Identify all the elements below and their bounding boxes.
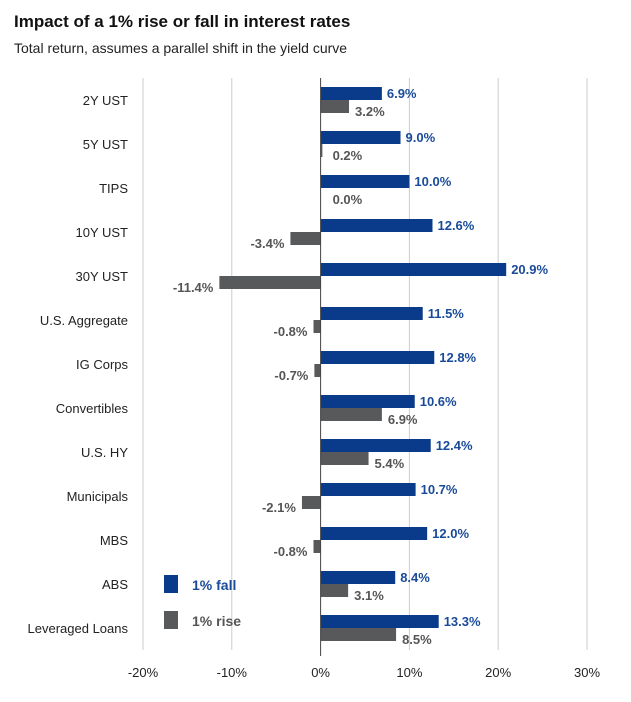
data-label-rise: 0.2% (333, 148, 363, 163)
category-label: 10Y UST (75, 225, 128, 240)
data-label-fall: 10.0% (414, 174, 451, 189)
data-label-fall: 13.3% (444, 614, 481, 629)
bar-1pct-fall (320, 571, 396, 584)
bar-1pct-fall (320, 219, 433, 232)
data-label-fall: 12.4% (436, 438, 473, 453)
bar-1pct-rise (301, 496, 321, 509)
data-label-rise: 5.4% (375, 456, 405, 471)
category-label: 5Y UST (83, 137, 128, 152)
data-label-rise: 6.9% (388, 412, 418, 427)
x-tick-label: 20% (485, 665, 511, 680)
data-label-fall: 11.5% (428, 306, 465, 321)
data-label-fall: 12.6% (437, 218, 474, 233)
data-label-rise: -2.1% (262, 500, 296, 515)
data-label-rise: -0.8% (274, 544, 308, 559)
bar-1pct-fall (320, 483, 416, 496)
bar-1pct-rise (313, 540, 321, 553)
x-tick-label: -20% (128, 665, 159, 680)
category-label: U.S. Aggregate (40, 313, 128, 328)
bar-1pct-fall (320, 307, 423, 320)
bar-1pct-rise (314, 364, 321, 377)
bar-1pct-fall (320, 131, 401, 144)
bar-1pct-fall (320, 263, 507, 276)
bar-1pct-rise (219, 276, 321, 289)
category-labels: 2Y UST 5Y UST TIPS 10Y UST 30Y UST U.S. Aggre… (28, 93, 129, 636)
bar-1pct-rise (313, 320, 321, 333)
category-label: ABS (102, 577, 128, 592)
bar-1pct-rise (320, 452, 369, 465)
legend-swatch-rise (164, 611, 178, 629)
category-label: Leveraged Loans (28, 621, 129, 636)
data-label-fall: 6.9% (387, 86, 417, 101)
bar-1pct-rise (320, 408, 382, 421)
data-label-fall: 12.0% (432, 526, 469, 541)
data-label-fall: 20.9% (511, 262, 548, 277)
data-label-rise: -3.4% (250, 236, 284, 251)
x-tick-label: 10% (396, 665, 422, 680)
bar-1pct-fall (320, 175, 410, 188)
data-label-fall: 8.4% (400, 570, 430, 585)
x-tick-label: 0% (311, 665, 330, 680)
legend: 1% fall 1% rise (164, 575, 241, 629)
category-label: Municipals (67, 489, 129, 504)
data-label-fall: 12.8% (439, 350, 476, 365)
bar-1pct-fall (320, 351, 435, 364)
data-label-fall: 10.6% (420, 394, 457, 409)
bars (219, 87, 507, 641)
data-labels: 6.9%3.2%9.0%0.2%10.0%0.0%12.6%-3.4%20.9%… (173, 86, 549, 647)
legend-label-fall: 1% fall (192, 577, 236, 593)
x-tick-label: 30% (574, 665, 600, 680)
category-label: MBS (100, 533, 129, 548)
data-label-rise: -0.8% (274, 324, 308, 339)
bar-1pct-fall (320, 87, 382, 100)
data-label-rise: -11.4% (173, 280, 214, 295)
data-label-rise: -0.7% (274, 368, 308, 383)
category-label: 30Y UST (75, 269, 128, 284)
category-label: 2Y UST (83, 93, 128, 108)
category-label: U.S. HY (81, 445, 128, 460)
bar-1pct-rise (320, 584, 349, 597)
category-label: IG Corps (76, 357, 129, 372)
bar-1pct-fall (320, 615, 439, 628)
data-label-rise: 3.1% (354, 588, 384, 603)
chart-title: Impact of a 1% rise or fall in interest … (14, 12, 351, 31)
data-label-rise: 8.5% (402, 632, 432, 647)
bar-1pct-rise (320, 100, 350, 113)
data-label-rise: 0.0% (333, 192, 363, 207)
bar-1pct-fall (320, 439, 431, 452)
x-tick-label: -10% (217, 665, 248, 680)
category-label: TIPS (99, 181, 128, 196)
bar-1pct-fall (320, 395, 415, 408)
x-tick-labels: -20% -10% 0% 10% 20% 30% (128, 665, 601, 680)
bar-1pct-rise (320, 628, 397, 641)
category-label: Convertibles (56, 401, 129, 416)
legend-swatch-fall (164, 575, 178, 593)
bar-1pct-rise (290, 232, 321, 245)
legend-label-rise: 1% rise (192, 613, 241, 629)
bar-1pct-rise (320, 144, 323, 157)
data-label-fall: 10.7% (421, 482, 458, 497)
data-label-rise: 3.2% (355, 104, 385, 119)
chart-subtitle: Total return, assumes a parallel shift i… (14, 40, 348, 56)
bar-1pct-fall (320, 527, 428, 540)
data-label-fall: 9.0% (406, 130, 436, 145)
